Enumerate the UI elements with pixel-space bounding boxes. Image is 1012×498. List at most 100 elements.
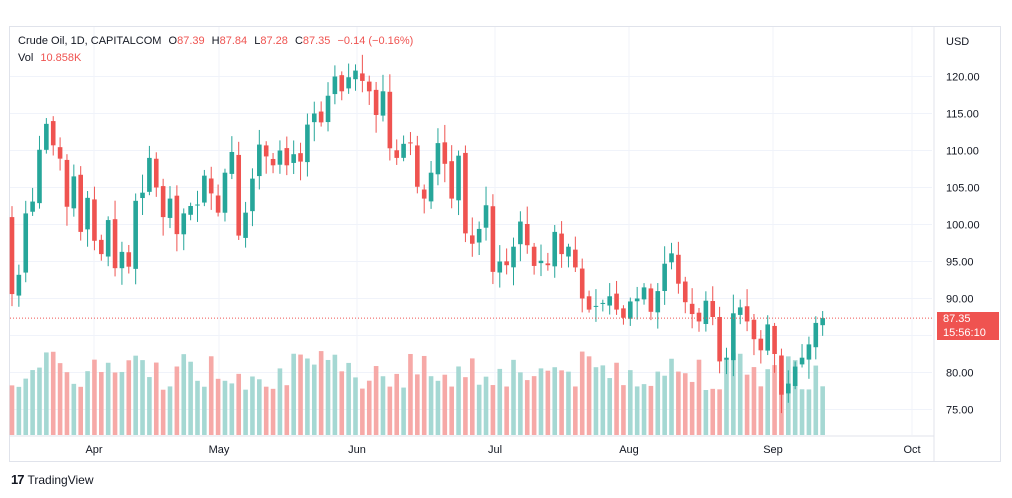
tradingview-brand[interactable]: 17 TradingView [11, 472, 94, 487]
close-label: C [294, 35, 303, 47]
low-value: 87.28 [260, 35, 288, 47]
volume-bar [236, 373, 242, 435]
volume-bar [401, 387, 406, 435]
candle-body [387, 91, 393, 149]
candle-body [779, 355, 784, 395]
volume-bar [545, 370, 551, 435]
volume-bar [318, 351, 324, 435]
volume-bar [9, 385, 15, 435]
candle-body [662, 263, 667, 292]
candle-body [442, 142, 448, 164]
candle-body [339, 75, 345, 92]
volume-bar [332, 354, 338, 435]
candle-body [92, 199, 97, 241]
volume-bar [284, 385, 290, 435]
candle-body [813, 322, 819, 348]
volume-bar [662, 375, 667, 435]
candle-body [469, 235, 475, 244]
candle-body [593, 305, 599, 307]
volume-bar [30, 370, 35, 435]
volume-bar [806, 389, 812, 435]
volume-bar [449, 386, 454, 435]
candle-body [147, 157, 152, 192]
y-tick-label: 95.00 [946, 257, 974, 269]
candle-body [394, 150, 400, 158]
volume-bar [71, 383, 77, 435]
candle-body [538, 260, 544, 264]
volume-bar [634, 386, 640, 435]
candle-body [174, 195, 180, 235]
x-tick-label: Sep [763, 444, 783, 456]
candle-body [518, 221, 523, 245]
y-tick-label: 75.00 [946, 405, 974, 417]
volume-bar [325, 359, 331, 435]
volume-bar [682, 373, 688, 435]
volume-bar [648, 385, 654, 435]
candle-body [751, 319, 757, 340]
volume-bar [813, 365, 819, 435]
candle-body [765, 324, 770, 351]
volume-bar [298, 354, 303, 435]
candle-body [401, 143, 406, 158]
candle-body [717, 317, 722, 362]
volume-bar [469, 358, 475, 435]
candle-body [133, 200, 138, 269]
candle-body [792, 366, 798, 387]
volume-value: 10.858K [40, 52, 82, 64]
candle-body [634, 298, 640, 302]
y-tick-label: 110.00 [946, 146, 979, 158]
volume-bar [717, 389, 722, 435]
volume-bar [421, 355, 427, 435]
volume-bar [669, 358, 674, 435]
volume-bar [600, 365, 606, 435]
candle-body [243, 212, 248, 238]
candle-body [648, 288, 654, 312]
x-tick-label: Oct [903, 444, 920, 456]
candle-body [600, 302, 606, 304]
high-label: H [211, 35, 220, 47]
volume-bar [270, 388, 276, 435]
volume-bar [353, 377, 358, 435]
candle-body [490, 206, 496, 272]
close-value: 87.35 [302, 35, 331, 47]
volume-bar [435, 380, 441, 435]
volume-bar [37, 367, 42, 435]
volume-bar [99, 371, 104, 435]
volume-bar [744, 374, 750, 435]
candle-body [586, 296, 592, 310]
candle-body [202, 175, 207, 203]
volume-legend: Vol 10.858K [18, 52, 81, 64]
open-label: O [168, 35, 178, 47]
candle-body [346, 77, 351, 89]
volume-bar [483, 376, 489, 435]
volume-bar [208, 356, 214, 435]
volume-bar [243, 389, 248, 435]
candle-body [566, 246, 571, 257]
volume-bar [202, 386, 207, 435]
candle-body [456, 155, 461, 201]
candle-body [786, 383, 791, 394]
candle-body [325, 95, 331, 123]
volume-bar [799, 389, 805, 435]
symbol-label: Crude Oil, 1D, CAPITALCOM [18, 35, 162, 47]
volume-bar [126, 360, 132, 435]
volume-bar [442, 374, 448, 435]
candle-body [99, 239, 104, 255]
candle-body [628, 301, 633, 319]
volume-bar [23, 378, 29, 435]
volume-bar [311, 364, 317, 435]
x-tick-label: Apr [85, 444, 102, 456]
candle-body [119, 251, 125, 269]
volume-bar [44, 352, 49, 435]
candle-body [731, 313, 736, 361]
tradingview-logo-icon: 17 [11, 472, 25, 487]
volume-bar [250, 376, 255, 435]
candle-body [682, 281, 688, 303]
candle-body [229, 151, 235, 174]
candle-body [64, 159, 70, 207]
chart-frame[interactable] [9, 26, 1001, 462]
volume-bar [167, 386, 173, 435]
volume-bar [559, 370, 564, 435]
candle-body [208, 178, 214, 194]
